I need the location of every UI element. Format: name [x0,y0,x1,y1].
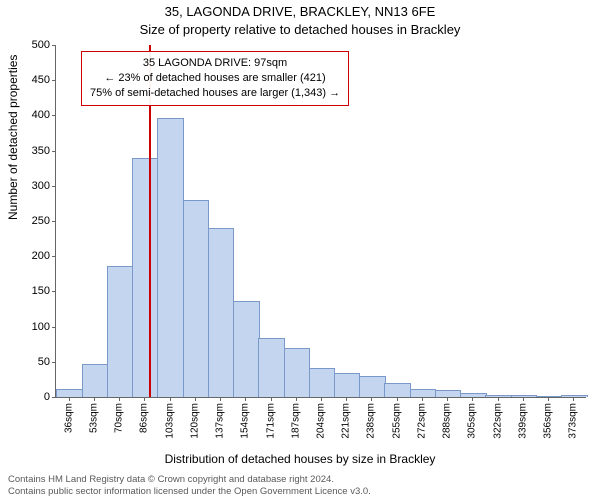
y-tick-label: 150 [32,285,50,297]
y-tick-label: 300 [32,180,50,192]
x-tick-mark [498,397,499,401]
y-tick-label: 400 [32,109,50,121]
y-tick-mark [52,362,56,363]
annotation-line: 35 LAGONDA DRIVE: 97sqm [90,56,340,71]
bar [107,266,133,397]
bar [384,383,410,397]
x-tick-mark [271,397,272,401]
chart-container: 35, LAGONDA DRIVE, BRACKLEY, NN13 6FE Si… [0,0,600,470]
x-tick-mark [447,397,448,401]
x-tick-label: 272sqm [416,403,427,439]
x-tick-mark [548,397,549,401]
plot-area: 35 LAGONDA DRIVE: 97sqm ← 23% of detache… [55,45,586,398]
bar [435,390,461,397]
bar [132,158,158,397]
bar [233,301,259,397]
x-tick-mark [170,397,171,401]
bar [157,118,183,397]
y-tick-mark [52,327,56,328]
y-tick-mark [52,397,56,398]
x-tick-label: 171sqm [265,403,276,439]
x-tick-mark [573,397,574,401]
x-tick-label: 70sqm [114,403,125,433]
x-tick-mark [69,397,70,401]
y-tick-mark [52,291,56,292]
bar [410,389,436,397]
x-tick-label: 204sqm [316,403,327,439]
y-tick-label: 250 [32,215,50,227]
annotation-box: 35 LAGONDA DRIVE: 97sqm ← 23% of detache… [81,51,349,106]
y-tick-mark [52,115,56,116]
y-tick-mark [52,186,56,187]
x-tick-mark [195,397,196,401]
bar [460,393,486,397]
annotation-line: 75% of semi-detached houses are larger (… [90,86,340,101]
bar [359,376,385,397]
y-tick-label: 200 [32,250,50,262]
y-tick-mark [52,151,56,152]
x-tick-label: 221sqm [341,403,352,439]
x-tick-label: 356sqm [543,403,554,439]
x-tick-mark [346,397,347,401]
x-tick-mark [371,397,372,401]
x-tick-label: 305sqm [467,403,478,439]
x-tick-label: 255sqm [391,403,402,439]
x-tick-label: 154sqm [240,403,251,439]
chart-title-address: 35, LAGONDA DRIVE, BRACKLEY, NN13 6FE [0,4,600,19]
footer-line: Contains public sector information licen… [8,486,371,498]
y-tick-label: 500 [32,39,50,51]
y-tick-label: 450 [32,74,50,86]
annotation-line: ← 23% of detached houses are smaller (42… [90,71,340,86]
x-tick-mark [523,397,524,401]
x-tick-mark [94,397,95,401]
bar [258,338,284,397]
x-tick-label: 339sqm [517,403,528,439]
x-tick-label: 187sqm [290,403,301,439]
y-tick-label: 0 [44,391,50,403]
x-tick-mark [144,397,145,401]
x-tick-label: 86sqm [139,403,150,433]
y-tick-label: 50 [38,356,50,368]
bar [334,373,360,397]
x-tick-label: 53sqm [88,403,99,433]
bar [183,200,209,397]
x-tick-label: 288sqm [442,403,453,439]
x-tick-mark [296,397,297,401]
x-tick-label: 238sqm [366,403,377,439]
y-tick-mark [52,256,56,257]
bar [56,389,82,397]
x-tick-label: 322sqm [492,403,503,439]
bar [485,395,511,397]
y-tick-mark [52,221,56,222]
x-tick-mark [472,397,473,401]
x-tick-mark [245,397,246,401]
y-tick-label: 350 [32,145,50,157]
x-tick-label: 120sqm [189,403,200,439]
bar [511,395,537,397]
x-tick-mark [422,397,423,401]
bar [309,368,335,397]
x-axis-label: Distribution of detached houses by size … [0,452,600,466]
footer-line: Contains HM Land Registry data © Crown c… [8,474,371,486]
footer-attribution: Contains HM Land Registry data © Crown c… [8,474,371,498]
x-tick-mark [397,397,398,401]
y-tick-mark [52,45,56,46]
x-tick-label: 36sqm [63,403,74,433]
x-tick-mark [220,397,221,401]
y-tick-mark [52,80,56,81]
x-tick-label: 137sqm [215,403,226,439]
y-axis-label: Number of detached properties [6,55,20,220]
bar [82,364,108,397]
y-tick-label: 100 [32,321,50,333]
bar [208,228,234,397]
x-tick-label: 103sqm [164,403,175,439]
chart-subtitle: Size of property relative to detached ho… [0,22,600,37]
x-tick-mark [321,397,322,401]
bar [284,348,310,397]
x-tick-mark [119,397,120,401]
x-tick-label: 373sqm [568,403,579,439]
